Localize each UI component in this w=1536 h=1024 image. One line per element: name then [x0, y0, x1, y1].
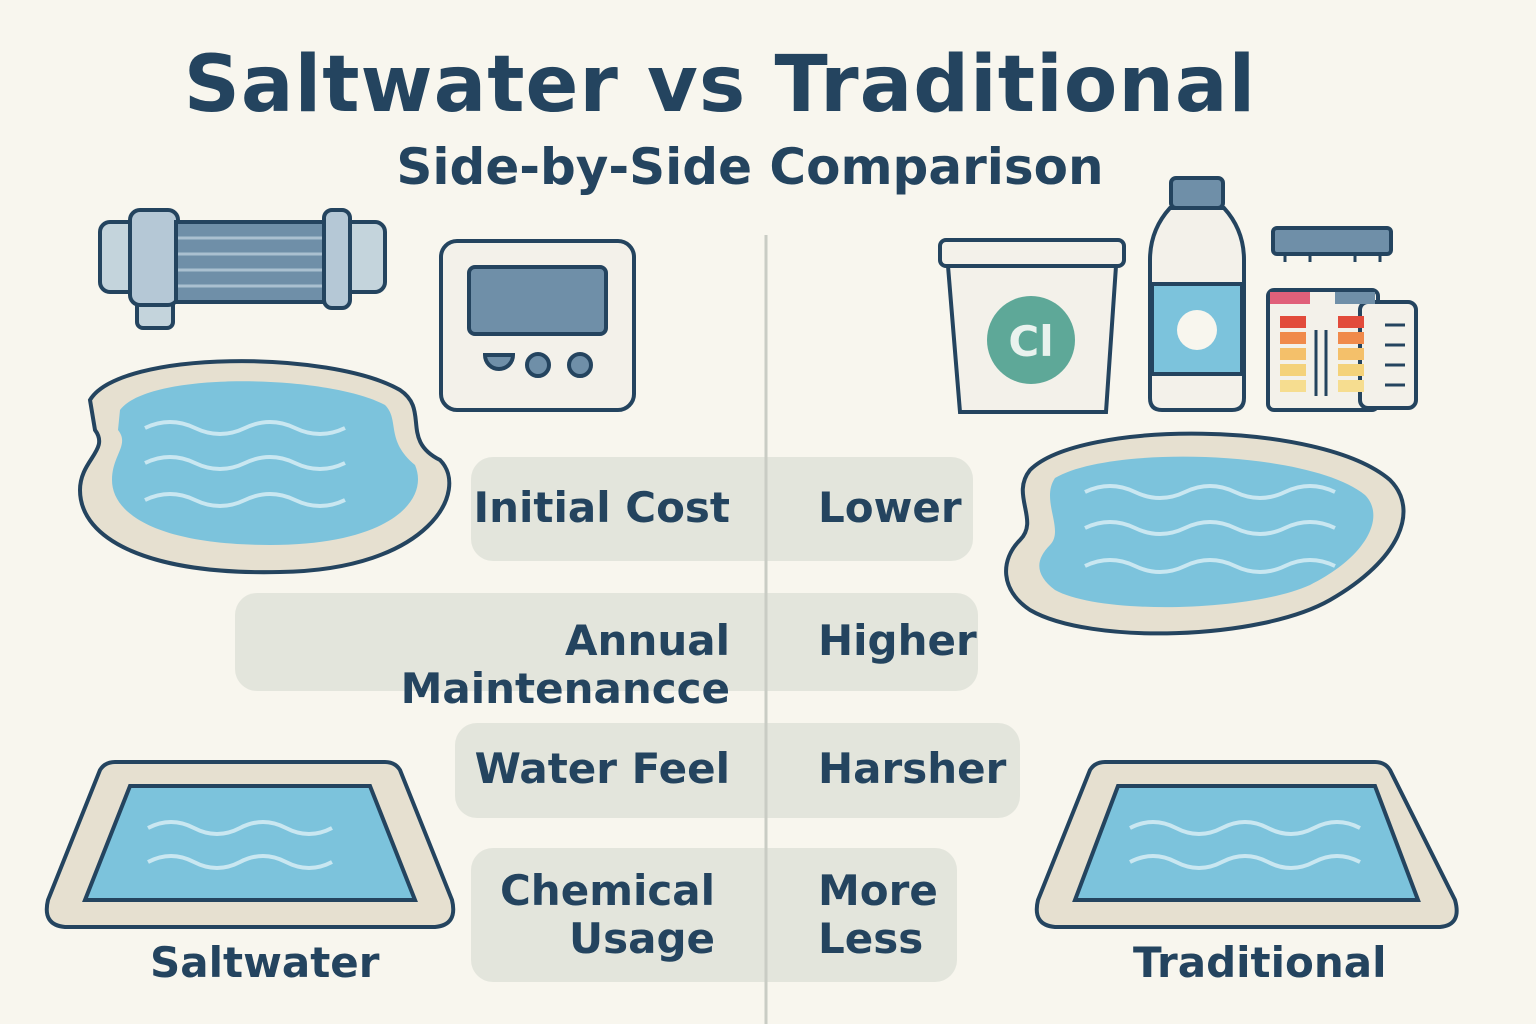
comparison-row-annual-maintenance: [235, 593, 978, 691]
comparison-row-chemical-usage: [471, 848, 957, 982]
rectangular-pool-icon: [44, 760, 456, 929]
row-attribute: Water Feel: [474, 744, 730, 793]
row-value: More Less: [818, 866, 938, 963]
row-value: Higher: [818, 616, 977, 665]
row-attribute: Annual Maintenancce: [400, 616, 730, 713]
page-subtitle: Side-by-Side Comparison: [396, 138, 1104, 196]
row-attribute: Chemical Usage: [499, 866, 715, 963]
comparison-row-initial-cost: [471, 457, 973, 561]
rectangular-pool-icon: [1034, 760, 1459, 929]
control-panel-icon: [439, 239, 636, 412]
comparison-row-water-feel: [455, 723, 1020, 818]
row-value: Harsher: [818, 744, 1007, 793]
chlorine-label: Cl: [1008, 317, 1053, 366]
row-value: Lower: [818, 483, 962, 532]
chlorine-bucket-icon: Cl: [938, 238, 1126, 414]
test-strip-kit-icon: [1266, 226, 1418, 412]
saltwater-label: Saltwater: [150, 938, 380, 987]
kidney-pool-icon: [77, 359, 452, 575]
kidney-pool-icon: [1004, 431, 1406, 636]
traditional-label: Traditional: [1133, 938, 1387, 987]
page-title: Saltwater vs Traditional: [183, 40, 1257, 130]
chemical-bottle-icon: [1148, 176, 1246, 412]
salt-cell-icon: [98, 208, 387, 330]
row-attribute: Initial Cost: [473, 483, 730, 532]
